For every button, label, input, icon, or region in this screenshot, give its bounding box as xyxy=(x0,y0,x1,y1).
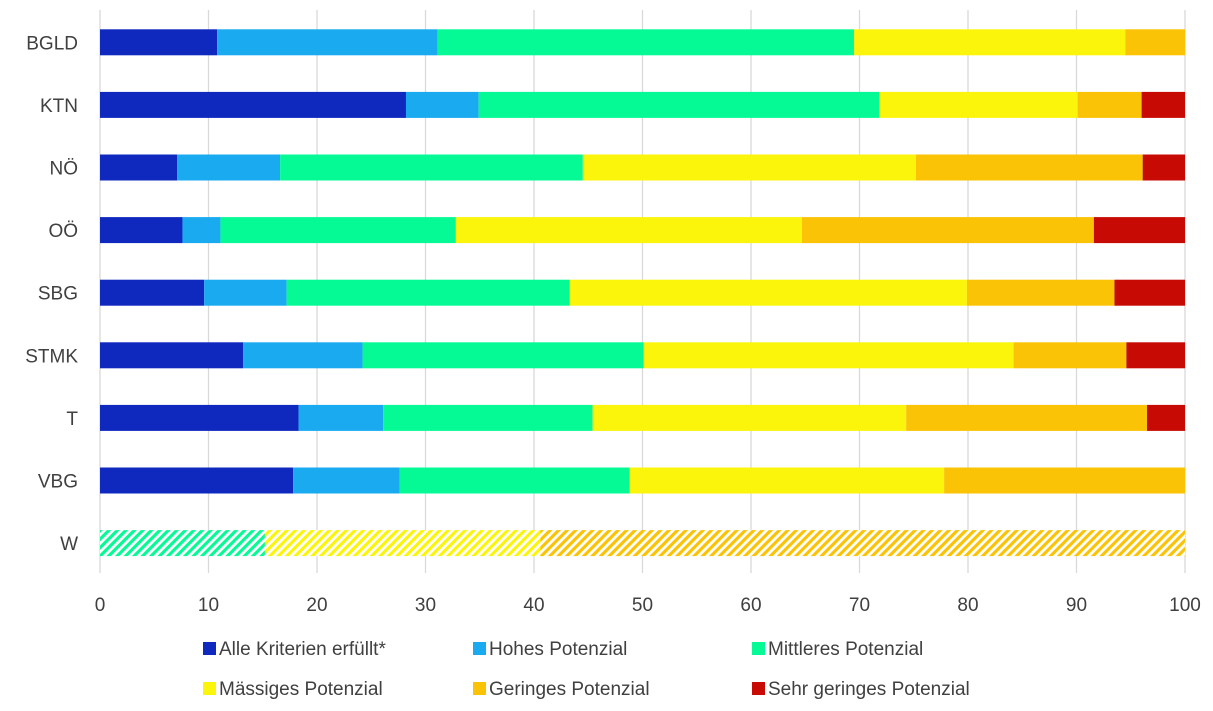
bar-sbg-alle-kriterien-erfullt xyxy=(100,279,205,306)
bar-bgld-alle-kriterien-erfullt xyxy=(100,29,218,56)
y-category-label: STMK xyxy=(25,346,78,367)
bar-t-massiges-potenzial xyxy=(592,404,907,431)
legend-item-hohes-potenzial: Hohes Potenzial xyxy=(473,639,627,660)
bar-vbg-massiges-potenzial xyxy=(629,467,945,494)
bar-ktn-mittleres-potenzial xyxy=(478,91,880,118)
legend-swatch xyxy=(203,682,216,695)
bar-vbg-alle-kriterien-erfullt xyxy=(100,467,294,494)
bar-no-mittleres-potenzial xyxy=(280,154,583,181)
legend: Alle Kriterien erfüllt* Hohes Potenzial Mi… xyxy=(203,639,970,700)
bar-no-massiges-potenzial xyxy=(582,154,916,181)
bar-stmk-sehr-geringes-potenzial xyxy=(1126,342,1185,369)
bar-sbg-sehr-geringes-potenzial xyxy=(1114,279,1185,306)
legend-label: Sehr geringes Potenzial xyxy=(768,679,970,700)
legend-label: Alle Kriterien erfüllt* xyxy=(219,639,386,660)
legend-swatch xyxy=(203,642,216,655)
bar-sbg-massiges-potenzial xyxy=(569,279,967,306)
legend-swatch xyxy=(752,682,765,695)
y-category-labels: BGLD KTN NÖ OÖ SBG STMK T VBG W xyxy=(25,33,78,555)
x-tick-label: 90 xyxy=(1066,595,1087,616)
bar-bgld-massiges-potenzial xyxy=(854,29,1126,56)
legend-item-sehr-geringes-potenzial: Sehr geringes Potenzial xyxy=(752,679,970,700)
bar-bgld-geringes-potenzial xyxy=(1125,29,1185,56)
x-tick-label: 20 xyxy=(306,595,327,616)
legend-label: Mässiges Potenzial xyxy=(219,679,383,700)
bar-oo-sehr-geringes-potenzial xyxy=(1093,217,1185,244)
x-tick-label: 80 xyxy=(957,595,978,616)
bar-t-sehr-geringes-potenzial xyxy=(1147,404,1185,431)
legend-swatch xyxy=(473,642,486,655)
y-category-label: VBG xyxy=(38,472,78,493)
bar-sbg-hohes-potenzial xyxy=(204,279,287,306)
bar-t-alle-kriterien-erfullt xyxy=(100,404,299,431)
x-tick-label: 60 xyxy=(740,595,761,616)
bar-stmk-geringes-potenzial xyxy=(1013,342,1127,369)
bar-no-sehr-geringes-potenzial xyxy=(1142,154,1185,181)
bar-w-massiges-potenzial xyxy=(264,530,541,557)
bar-ktn-massiges-potenzial xyxy=(879,91,1078,118)
x-tick-label: 10 xyxy=(198,595,219,616)
x-tick-label: 70 xyxy=(849,595,870,616)
bar-sbg-mittleres-potenzial xyxy=(286,279,570,306)
legend-item-mittleres-potenzial: Mittleres Potenzial xyxy=(752,639,923,660)
bar-ktn-alle-kriterien-erfullt xyxy=(100,91,406,118)
x-tick-label: 0 xyxy=(95,595,106,616)
bar-no-hohes-potenzial xyxy=(177,154,281,181)
y-category-label: KTN xyxy=(40,96,78,117)
x-tick-label: 100 xyxy=(1169,595,1201,616)
legend-item-geringes-potenzial: Geringes Potenzial xyxy=(473,679,650,700)
y-category-label: BGLD xyxy=(26,33,78,54)
bar-vbg-geringes-potenzial xyxy=(944,467,1185,494)
y-category-label: NÖ xyxy=(50,159,79,180)
legend-item-massiges-potenzial: Mässiges Potenzial xyxy=(203,679,383,700)
bar-oo-massiges-potenzial xyxy=(455,217,802,244)
y-category-label: W xyxy=(60,534,78,555)
x-tick-label: 30 xyxy=(415,595,436,616)
legend-swatch xyxy=(473,682,486,695)
bar-sbg-geringes-potenzial xyxy=(966,279,1115,306)
bar-w-geringes-potenzial xyxy=(540,530,1185,557)
bar-t-hohes-potenzial xyxy=(298,404,384,431)
bar-vbg-mittleres-potenzial xyxy=(399,467,630,494)
bar-t-mittleres-potenzial xyxy=(383,404,593,431)
bar-bgld-mittleres-potenzial xyxy=(437,29,855,56)
bar-oo-hohes-potenzial xyxy=(182,217,221,244)
bar-oo-geringes-potenzial xyxy=(801,217,1094,244)
bar-bgld-hohes-potenzial xyxy=(217,29,438,56)
y-category-label: SBG xyxy=(38,284,78,305)
legend-label: Mittleres Potenzial xyxy=(768,639,923,660)
bar-t-geringes-potenzial xyxy=(906,404,1148,431)
bar-oo-alle-kriterien-erfullt xyxy=(100,217,183,244)
bar-vbg-hohes-potenzial xyxy=(293,467,400,494)
bar-ktn-hohes-potenzial xyxy=(405,91,479,118)
legend-item-alle-kriterien-erfullt: Alle Kriterien erfüllt* xyxy=(203,639,386,660)
x-tick-label: 50 xyxy=(632,595,653,616)
bar-ktn-sehr-geringes-potenzial xyxy=(1141,91,1185,118)
bar-ktn-geringes-potenzial xyxy=(1077,91,1142,118)
bar-stmk-massiges-potenzial xyxy=(643,342,1014,369)
bar-w-mittleres-potenzial xyxy=(100,530,265,557)
x-tick-labels: 0 10 20 30 40 50 60 70 80 90 100 xyxy=(95,595,1201,616)
bar-stmk-hohes-potenzial xyxy=(243,342,363,369)
bar-stmk-mittleres-potenzial xyxy=(362,342,644,369)
y-category-label: OÖ xyxy=(48,221,78,242)
legend-label: Hohes Potenzial xyxy=(489,639,627,660)
bar-oo-mittleres-potenzial xyxy=(220,217,456,244)
legend-swatch xyxy=(752,642,765,655)
bar-no-alle-kriterien-erfullt xyxy=(100,154,178,181)
legend-label: Geringes Potenzial xyxy=(489,679,650,700)
x-tick-label: 40 xyxy=(523,595,544,616)
bars xyxy=(100,29,1185,557)
y-category-label: T xyxy=(66,409,78,430)
bar-no-geringes-potenzial xyxy=(915,154,1143,181)
bar-stmk-alle-kriterien-erfullt xyxy=(100,342,244,369)
